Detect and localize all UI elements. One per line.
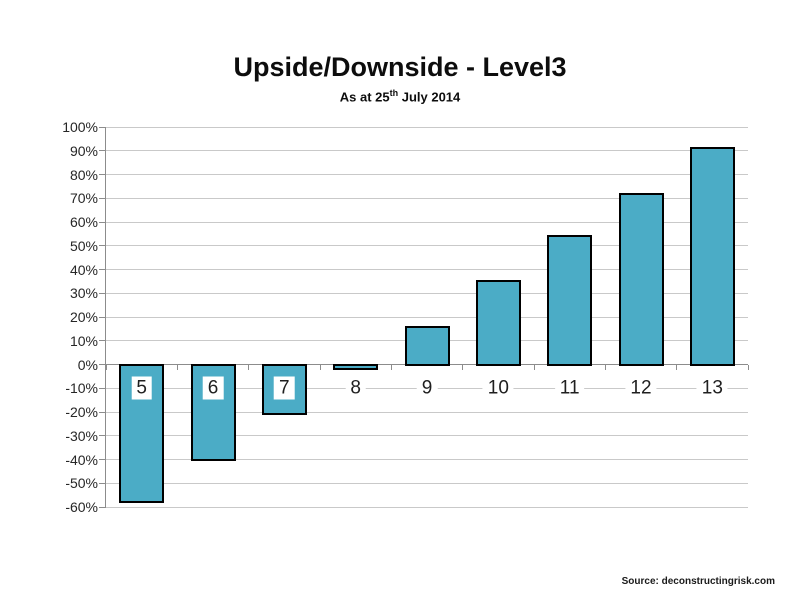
- y-gridline: [106, 126, 748, 128]
- bar: [475, 280, 521, 366]
- y-axis-tick-mark: [99, 174, 106, 175]
- x-axis-tick-mark: [462, 364, 464, 370]
- x-axis-label: 10: [482, 376, 514, 400]
- chart-title: Upside/Downside - Level3: [233, 52, 567, 82]
- x-axis-label: 5: [131, 376, 152, 400]
- y-axis-tick-mark: [99, 316, 106, 318]
- subtitle-prefix: As at 25: [339, 89, 390, 105]
- x-axis-tick-mark: [676, 364, 678, 370]
- bar: [618, 192, 664, 366]
- bar: [689, 147, 735, 366]
- y-axis-tick-label: 50%: [69, 237, 98, 254]
- y-axis-tick-label: 60%: [69, 214, 98, 230]
- y-axis-tick-mark: [99, 340, 106, 342]
- y-axis-tick-label: 100%: [62, 119, 98, 135]
- y-axis-tick-label: -20%: [65, 404, 98, 420]
- x-axis-tick-mark: [105, 364, 107, 370]
- y-axis-tick-mark: [99, 221, 106, 223]
- y-gridline: [106, 411, 748, 413]
- y-axis-line: [105, 127, 106, 507]
- x-axis-tick-mark: [176, 364, 178, 370]
- y-gridline: [106, 435, 748, 437]
- x-axis-tick-mark: [604, 364, 606, 370]
- y-axis-tick-mark: [99, 364, 106, 365]
- y-gridline: [106, 506, 748, 508]
- bar: [333, 363, 379, 371]
- chart-subtitle: As at 25th July 2014: [0, 88, 800, 104]
- y-gridline: [106, 316, 748, 318]
- bar: [404, 325, 450, 366]
- y-axis-tick-mark: [99, 387, 106, 389]
- y-axis-tick-mark: [99, 292, 106, 294]
- x-axis-label: 7: [274, 376, 295, 400]
- y-axis-tick-label: -50%: [65, 475, 98, 492]
- y-axis-tick-mark: [99, 435, 106, 437]
- y-axis-tick-label: -60%: [65, 499, 98, 515]
- y-axis-tick-label: 40%: [69, 261, 98, 278]
- x-axis-label: 13: [696, 376, 728, 400]
- x-axis-label: 9: [416, 376, 438, 400]
- y-axis-tick-mark: [99, 245, 106, 247]
- y-gridline: [106, 197, 748, 199]
- y-gridline: [106, 245, 748, 247]
- y-axis-tick-mark: [99, 126, 106, 128]
- x-axis-tick-mark: [248, 364, 250, 370]
- y-axis-tick-mark: [99, 150, 106, 152]
- x-axis-label: 6: [202, 376, 224, 400]
- y-axis-tick-label: 20%: [69, 309, 98, 325]
- y-axis-tick-mark: [99, 459, 106, 460]
- y-axis-tick-label: 10%: [69, 332, 98, 349]
- y-axis-tick-label: -30%: [65, 427, 98, 444]
- y-axis-tick-mark: [99, 482, 106, 484]
- y-axis-tick-mark: [99, 506, 106, 508]
- y-gridline: [106, 482, 748, 484]
- x-axis-tick-mark: [747, 364, 749, 370]
- y-axis-tick-mark: [99, 269, 106, 270]
- source-credit: Source: deconstructingrisk.com: [621, 576, 775, 587]
- y-axis-tick-mark: [99, 197, 106, 199]
- y-axis-tick-label: 80%: [69, 166, 98, 183]
- x-axis-tick-mark: [390, 364, 392, 370]
- y-axis-tick-mark: [99, 411, 106, 413]
- y-gridline: [106, 292, 748, 294]
- subtitle-suffix: July 2014: [398, 89, 461, 105]
- y-axis-tick-label: 30%: [69, 285, 98, 302]
- y-axis-tick-label: 70%: [69, 190, 98, 207]
- x-axis-tick-mark: [533, 364, 535, 370]
- y-axis-tick-label: 0%: [77, 356, 98, 373]
- x-axis-tick-mark: [319, 364, 321, 370]
- y-axis-tick-label: 90%: [69, 142, 98, 159]
- subtitle-ordinal-suffix: th: [389, 88, 399, 98]
- x-axis-label: 8: [345, 376, 366, 400]
- y-gridline: [106, 174, 748, 175]
- y-gridline: [106, 150, 748, 152]
- y-gridline: [106, 459, 748, 460]
- y-gridline: [106, 221, 748, 223]
- y-axis-tick-label: -10%: [65, 380, 98, 397]
- y-gridline: [106, 269, 748, 270]
- x-axis-label: 12: [625, 376, 657, 400]
- bar: [547, 235, 593, 366]
- y-axis-tick-label: -40%: [65, 451, 98, 468]
- x-axis-label: 11: [554, 376, 585, 400]
